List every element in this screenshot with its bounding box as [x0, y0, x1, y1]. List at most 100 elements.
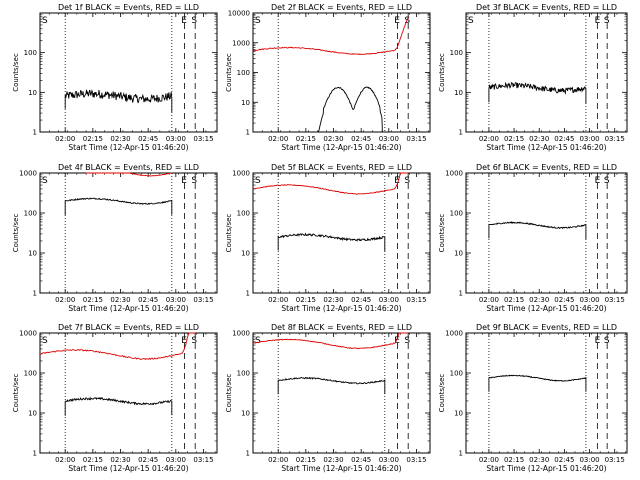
y-tick-label: 1000 [19, 170, 37, 178]
x-axis-label: Start Time (12-Apr-15 01:46:20) [281, 143, 401, 152]
x-tick-label: 03:00 [579, 456, 599, 464]
y-tick-label: 100 [450, 370, 463, 378]
x-tick-label: 03:15 [406, 296, 426, 304]
panel-det-5: Det 5f BLACK = Events, RED = LLD 1 10 100 10… [225, 163, 431, 313]
x-tick-label: 02:45 [138, 296, 158, 304]
event-marker: S [404, 16, 410, 26]
y-tick-label: 1 [246, 129, 250, 137]
x-tick-label: 02:00 [479, 135, 499, 143]
x-tick-label: 02:15 [296, 135, 316, 143]
plot-frame [465, 12, 628, 133]
x-tick-label: 02:00 [55, 135, 75, 143]
x-tick-label: 02:45 [138, 456, 158, 464]
event-marker: S [255, 176, 261, 186]
x-tick-label: 02:15 [504, 456, 524, 464]
x-tick-label: 02:30 [110, 135, 130, 143]
series-lld [86, 172, 172, 177]
plot-frame [465, 332, 628, 454]
plot-frame [252, 332, 431, 454]
x-tick-label: 02:30 [529, 296, 549, 304]
x-tick-label: 03:15 [605, 456, 625, 464]
event-marker: S [255, 336, 261, 346]
y-tick-label: 10 [454, 410, 463, 418]
x-tick-label: 02:15 [296, 456, 316, 464]
y-tick-label: 100 [24, 49, 37, 57]
x-tick-label: 02:45 [554, 135, 574, 143]
x-tick-label: 03:15 [605, 296, 625, 304]
x-tick-label: 02:00 [55, 296, 75, 304]
x-axis-label: Start Time (12-Apr-15 01:46:20) [486, 304, 606, 313]
x-tick-label: 02:15 [83, 456, 103, 464]
x-tick-label: 03:00 [579, 135, 599, 143]
x-tick-label: 03:15 [605, 135, 625, 143]
y-tick-label: 10 [28, 410, 37, 418]
series-events [488, 374, 587, 392]
y-tick-label: 1000 [19, 330, 37, 338]
event-marker: S [604, 16, 610, 26]
y-axis-label: Counts/sec [12, 214, 20, 253]
y-axis-label: Counts/sec [438, 374, 446, 413]
x-tick-label: 03:00 [379, 296, 399, 304]
x-axis-label: Start Time (12-Apr-15 01:46:20) [486, 143, 606, 152]
event-marker: S [404, 336, 410, 346]
x-tick-label: 02:30 [323, 135, 343, 143]
series-events [64, 89, 173, 113]
panel-det-1: Det 1f BLACK = Events, RED = LLD 1 10 100 02… [12, 3, 218, 152]
x-tick-label: 03:00 [379, 456, 399, 464]
panel-title: Det 9f BLACK = Events, RED = LLD [476, 323, 617, 332]
x-tick-label: 03:00 [166, 135, 186, 143]
panel-det-7: Det 7f BLACK = Events, RED = LLD 1 10 100 10… [12, 323, 218, 473]
plot-frame [465, 172, 628, 294]
series-events [296, 86, 385, 133]
plot-frame [39, 332, 218, 454]
x-tick-label: 03:15 [406, 135, 426, 143]
y-tick-label: 10 [454, 250, 463, 258]
x-tick-label: 03:00 [579, 296, 599, 304]
panel-det-8: Det 8f BLACK = Events, RED = LLD 1 10 100 10… [225, 323, 431, 473]
y-axis-label: Counts/sec [225, 374, 233, 413]
x-tick-label: 03:15 [193, 135, 213, 143]
y-tick-label: 10000 [228, 10, 250, 18]
x-tick-label: 02:30 [110, 296, 130, 304]
event-marker: S [191, 16, 197, 26]
y-tick-label: 1 [459, 450, 463, 458]
x-tick-label: 02:15 [504, 135, 524, 143]
x-tick-label: 03:00 [166, 296, 186, 304]
y-tick-label: 1 [459, 129, 463, 137]
event-marker: S [42, 16, 48, 26]
series-events [277, 232, 386, 252]
panel-title: Det 7f BLACK = Events, RED = LLD [58, 323, 199, 332]
event-marker: S [191, 176, 197, 186]
y-tick-label: 1 [33, 129, 37, 137]
event-marker: E [394, 16, 400, 26]
event-marker: E [595, 336, 601, 346]
panel-title: Det 2f BLACK = Events, RED = LLD [271, 3, 412, 12]
y-tick-label: 1000 [445, 330, 463, 338]
x-tick-label: 02:15 [83, 296, 103, 304]
series-events [277, 376, 386, 395]
panel-title: Det 3f BLACK = Events, RED = LLD [476, 3, 617, 12]
x-tick-label: 02:00 [479, 296, 499, 304]
x-axis-label: Start Time (12-Apr-15 01:46:20) [68, 464, 188, 473]
event-marker: S [42, 336, 48, 346]
event-marker: S [42, 176, 48, 186]
x-tick-label: 02:00 [479, 456, 499, 464]
panel-title: Det 1f BLACK = Events, RED = LLD [58, 3, 199, 12]
y-tick-label: 1000 [232, 170, 250, 178]
x-tick-label: 02:45 [138, 135, 158, 143]
x-tick-label: 02:30 [110, 456, 130, 464]
y-tick-label: 100 [450, 210, 463, 218]
y-tick-label: 100 [450, 49, 463, 57]
plot-frame [39, 12, 218, 133]
x-axis-label: Start Time (12-Apr-15 01:46:20) [68, 304, 188, 313]
y-tick-label: 1000 [232, 39, 250, 47]
y-tick-label: 100 [24, 210, 37, 218]
panel-title: Det 8f BLACK = Events, RED = LLD [271, 323, 412, 332]
x-tick-label: 02:00 [268, 135, 288, 143]
event-marker: S [604, 336, 610, 346]
series-events [488, 221, 587, 240]
event-marker: S [255, 16, 261, 26]
event-marker: S [404, 176, 410, 186]
y-tick-label: 1 [33, 290, 37, 298]
panel-det-3: Det 3f BLACK = Events, RED = LLD 1 10 100 02… [438, 3, 628, 152]
